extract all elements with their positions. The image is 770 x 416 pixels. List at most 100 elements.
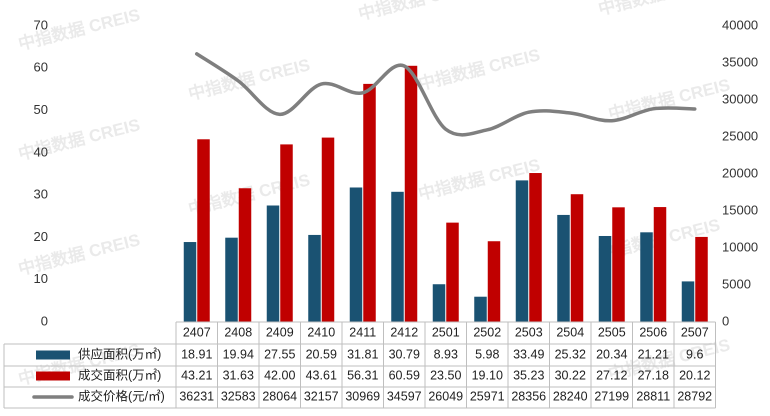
category-label: 2507	[681, 325, 709, 339]
supply-bar	[225, 237, 238, 322]
category-label: 2505	[598, 325, 626, 339]
right-axis-tick-label: 20000	[722, 165, 758, 180]
data-label: 20.12	[679, 368, 710, 382]
supply-bar	[391, 191, 404, 322]
supply-bar	[349, 187, 363, 322]
category-label: 2412	[390, 325, 418, 339]
data-label: 19.10	[472, 368, 503, 382]
deal-bar	[404, 65, 418, 322]
data-label: 28064	[262, 389, 297, 403]
deal-bar	[487, 241, 501, 322]
category-label: 2501	[432, 325, 460, 339]
supply-bar	[640, 232, 653, 322]
deal-bar	[197, 139, 210, 322]
watermark-text: 中指数据 CREIS	[356, 0, 482, 24]
left-axis-tick-label: 40	[34, 144, 48, 159]
category-label: 2411	[349, 325, 376, 339]
series-name: 成交价格(元/㎡)	[78, 388, 165, 403]
supply-bar	[681, 281, 695, 322]
data-label: 30969	[345, 389, 380, 403]
data-table: 2407 2408 2409 2410 2411 2412 2501 2502 2503 2504…	[3, 321, 716, 409]
category-label: 2503	[515, 325, 543, 339]
left-axis-tick-label: 10	[34, 271, 48, 286]
deal-bar	[446, 222, 459, 322]
left-axis-ticks: 0 10 20 30 40 50 60 70	[34, 17, 48, 328]
data-label: 32157	[304, 389, 339, 403]
data-label: 20.34	[596, 347, 627, 361]
data-label: 27.55	[264, 347, 295, 361]
series-name: 供应面积(万㎡)	[78, 346, 161, 361]
deal-bar	[321, 137, 335, 322]
right-axis-ticks: 0 5000 10000 15000 20000 25000 30000 35000 40000	[722, 17, 758, 328]
deal-bar	[653, 207, 667, 322]
series-name: 成交面积(万㎡)	[78, 367, 161, 382]
deal-bar	[529, 173, 542, 322]
data-label: 26049	[428, 389, 463, 403]
data-label: 28240	[553, 389, 588, 403]
price-line	[195, 52, 697, 137]
right-axis-tick-label: 25000	[722, 128, 758, 143]
data-label: 60.59	[389, 368, 420, 382]
data-label: 25971	[470, 389, 505, 403]
data-label: 28356	[511, 389, 546, 403]
data-label: 9.6	[686, 347, 703, 361]
left-axis-tick-label: 0	[41, 313, 48, 328]
data-label: 56.31	[347, 368, 378, 382]
category-label: 2409	[266, 325, 294, 339]
data-label: 20.59	[306, 347, 337, 361]
data-label: 31.63	[223, 368, 254, 382]
deal-bar	[363, 83, 376, 322]
data-label: 30.79	[389, 347, 420, 361]
watermark-text: 中指数据 CREIS	[596, 0, 722, 19]
category-label: 2410	[307, 325, 335, 339]
data-label: 27199	[594, 389, 629, 403]
supply-bar	[598, 235, 612, 322]
category-label: 2407	[183, 325, 211, 339]
bars	[176, 65, 716, 323]
right-axis-tick-label: 40000	[722, 17, 758, 32]
supply-bar	[474, 296, 487, 322]
deal-bar	[280, 144, 293, 322]
data-label: 21.21	[638, 347, 669, 361]
data-label: 43.21	[181, 368, 212, 382]
left-axis-tick-label: 30	[34, 187, 48, 202]
deal-bar	[695, 236, 708, 322]
right-axis-tick-label: 0	[722, 313, 729, 328]
category-label: 2506	[639, 325, 667, 339]
deal-bar	[612, 207, 625, 322]
supply-bar	[557, 214, 570, 322]
data-label: 34597	[387, 389, 422, 403]
supply-bar	[515, 180, 529, 322]
data-label: 43.61	[306, 368, 337, 382]
data-label: 35.23	[513, 368, 544, 382]
left-axis-tick-label: 70	[34, 17, 48, 32]
data-label: 18.91	[181, 347, 212, 361]
data-label: 31.81	[347, 347, 378, 361]
data-label: 27.12	[596, 368, 627, 382]
data-label: 8.93	[434, 347, 458, 361]
left-axis-tick-label: 50	[34, 102, 48, 117]
data-label: 19.94	[223, 347, 254, 361]
supply-bar	[432, 284, 446, 322]
right-axis-tick-label: 35000	[722, 54, 758, 69]
data-label: 27.18	[638, 368, 669, 382]
watermark-text: 中指数据 CREIS	[416, 44, 542, 94]
right-axis-tick-label: 5000	[722, 276, 751, 291]
legend-swatch	[36, 350, 70, 360]
deal-bar	[238, 188, 252, 322]
deal-bar	[570, 194, 584, 322]
price-series-line	[195, 52, 697, 137]
right-axis-tick-label: 10000	[722, 239, 758, 254]
category-label: 2408	[224, 325, 252, 339]
data-label: 28792	[677, 389, 712, 403]
data-label: 32583	[221, 389, 256, 403]
supply-bar	[308, 234, 321, 322]
data-label: 42.00	[264, 368, 295, 382]
data-label: 23.50	[430, 368, 461, 382]
data-label: 5.98	[475, 347, 499, 361]
right-axis-tick-label: 15000	[722, 202, 758, 217]
left-axis-tick-label: 20	[34, 229, 48, 244]
data-label: 25.32	[555, 347, 586, 361]
category-label: 2502	[473, 325, 501, 339]
